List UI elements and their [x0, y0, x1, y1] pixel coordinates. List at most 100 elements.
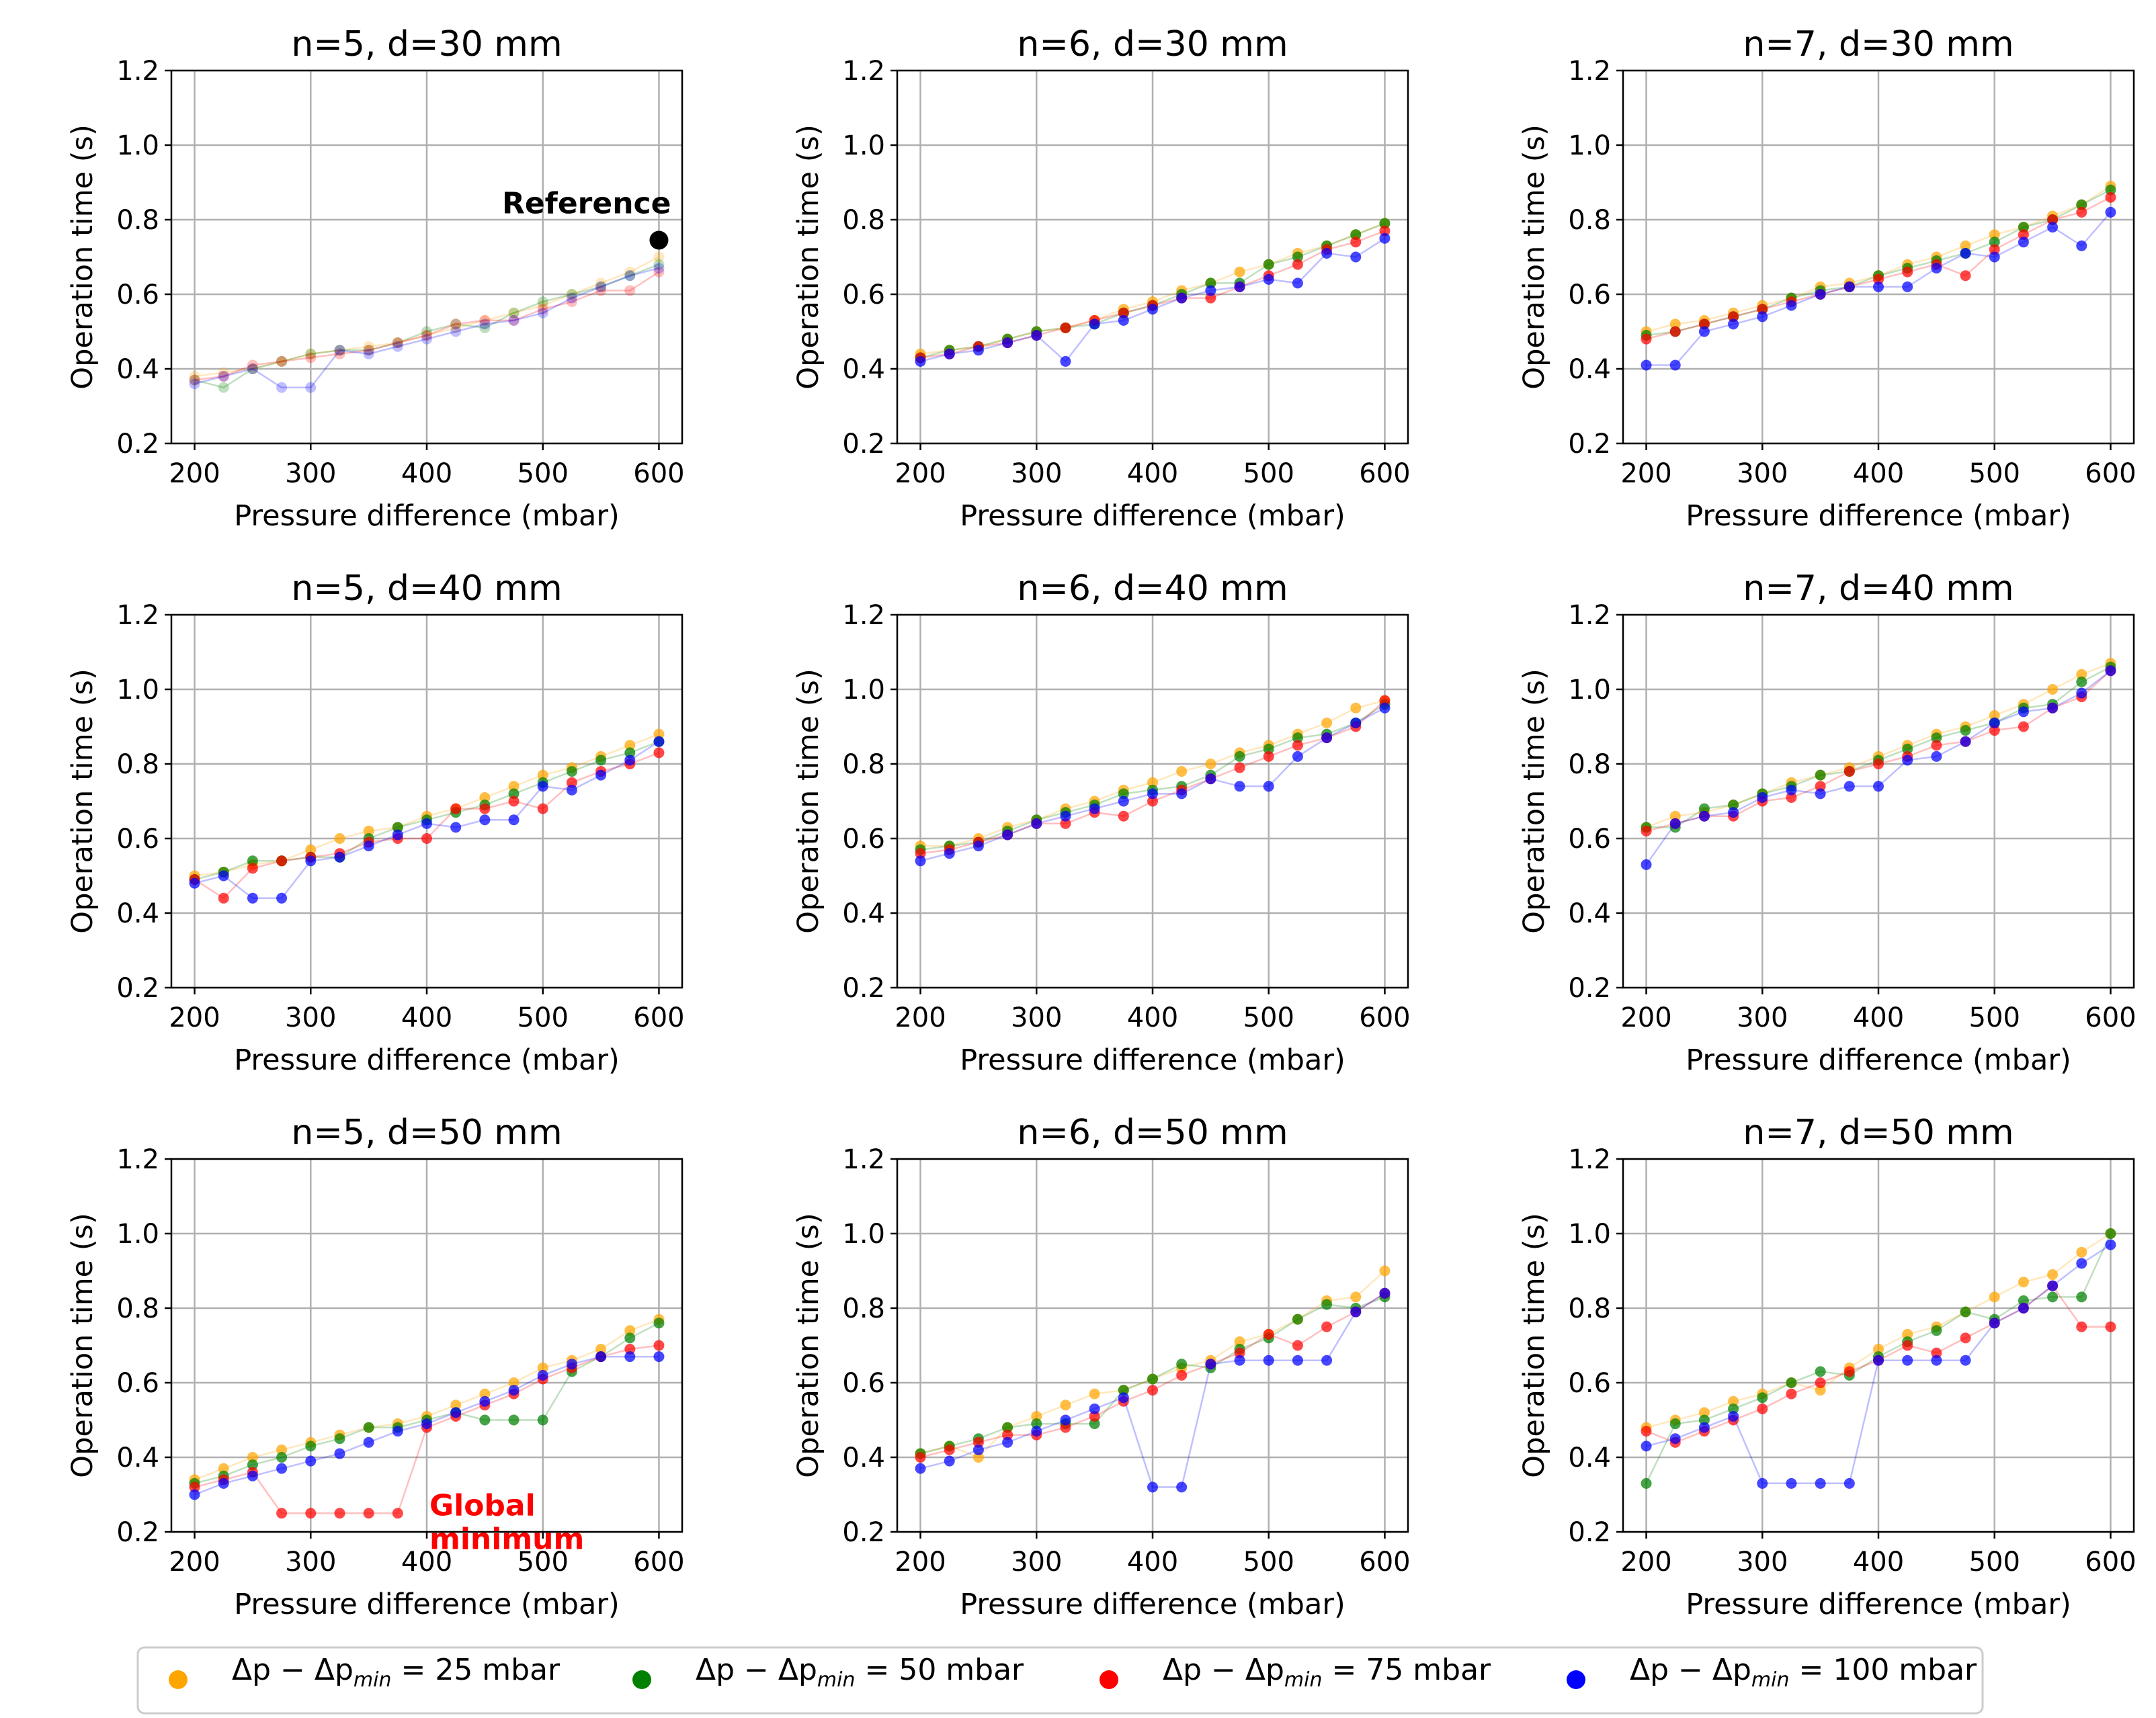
data-point: [1118, 1385, 1129, 1396]
data-point: [595, 281, 607, 292]
data-point: [189, 374, 200, 386]
data-point: [566, 296, 577, 308]
data-point: [450, 1400, 462, 1411]
data-point: [189, 1481, 200, 1493]
data-point: [2076, 1246, 2087, 1258]
data-point: [218, 870, 229, 882]
x-tick-label: 300: [285, 1002, 336, 1033]
data-point: [1379, 218, 1391, 229]
data-point: [1379, 1287, 1391, 1299]
data-point: [305, 1441, 317, 1452]
data-point: [1176, 292, 1188, 304]
data-point: [1843, 766, 1855, 777]
data-point: [1321, 1355, 1333, 1366]
legend-label-suffix: = 25 mbar: [391, 1653, 561, 1687]
data-point: [1350, 237, 1362, 248]
data-point: [363, 825, 374, 836]
y-tick-label: 1.0: [116, 675, 159, 705]
y-tick-label: 0.6: [116, 280, 159, 310]
legend-label-subscript: min: [1751, 1668, 1790, 1692]
data-point: [1060, 1422, 1071, 1433]
data-point: [972, 841, 984, 852]
y-tick-label: 0.6: [116, 824, 159, 855]
data-point: [1989, 1291, 2000, 1303]
data-point: [1118, 796, 1129, 807]
data-point: [1902, 266, 1913, 277]
data-point: [2018, 706, 2029, 718]
data-point: [537, 781, 548, 792]
x-tick-label: 200: [1620, 1002, 1671, 1033]
y-tick-label: 1.2: [842, 600, 885, 631]
data-point: [1698, 326, 1710, 337]
data-point: [1815, 1477, 1826, 1489]
y-tick-label: 0.2: [116, 1517, 159, 1548]
legend-label-prefix: Δp − Δp: [1630, 1653, 1751, 1687]
data-point: [1960, 1355, 1971, 1366]
data-point: [1931, 1325, 1942, 1336]
data-point: [1873, 273, 1884, 285]
data-point: [1728, 807, 1739, 818]
series-s100: [915, 702, 1391, 867]
data-point: [1060, 1400, 1071, 1411]
y-tick-label: 0.6: [842, 1368, 885, 1399]
data-point: [1263, 1328, 1274, 1340]
data-point: [1989, 251, 2000, 263]
series-s100: [1641, 1239, 2116, 1489]
data-point: [1786, 791, 1797, 803]
x-tick-label: 600: [2085, 1547, 2136, 1578]
data-point: [2018, 229, 2029, 241]
y-tick-label: 0.2: [1568, 1517, 1611, 1548]
data-point: [334, 1433, 345, 1445]
y-tick-label: 0.4: [116, 1443, 159, 1473]
data-point: [595, 1351, 607, 1363]
y-tick-label: 0.2: [116, 429, 159, 460]
data-point: [1843, 281, 1855, 292]
x-tick-label: 300: [1011, 458, 1062, 489]
data-point: [1786, 300, 1797, 311]
series-line: [194, 271, 660, 381]
data-point: [1698, 1407, 1710, 1418]
data-point: [1873, 281, 1884, 292]
data-point: [915, 848, 926, 859]
data-point: [450, 326, 462, 337]
x-tick-label: 500: [1243, 1002, 1294, 1033]
data-point: [1002, 1436, 1013, 1448]
data-point: [247, 863, 258, 874]
data-point: [653, 1351, 665, 1363]
data-point: [479, 1388, 491, 1400]
legend-label: Δp − Δpmin = 25 mbar: [232, 1653, 561, 1692]
data-point: [1757, 1403, 1768, 1414]
data-point: [479, 314, 491, 326]
x-tick-label: 300: [285, 458, 336, 489]
data-point: [1989, 244, 2000, 255]
data-point: [1786, 1477, 1797, 1489]
data-point: [247, 1470, 258, 1481]
data-point: [1669, 359, 1681, 371]
data-point: [1321, 247, 1333, 259]
data-point: [537, 300, 548, 311]
data-point: [305, 844, 317, 855]
data-point: [2076, 240, 2087, 251]
data-point: [1728, 800, 1739, 811]
data-point: [1234, 1355, 1245, 1366]
data-point: [915, 355, 926, 367]
data-point: [1089, 1418, 1100, 1430]
series-s100: [1641, 206, 2116, 371]
data-point: [450, 322, 462, 333]
data-point: [508, 307, 520, 318]
y-tick-label: 0.6: [1568, 824, 1611, 855]
y-tick-label: 0.8: [1568, 1293, 1611, 1324]
y-axis-label: Operation time (s): [1518, 669, 1551, 933]
data-point: [1873, 759, 1884, 769]
data-point: [334, 1448, 345, 1459]
data-point: [1989, 725, 2000, 736]
data-point: [479, 1414, 491, 1426]
x-axis-label: Pressure difference (mbar): [234, 1043, 620, 1077]
data-point: [566, 289, 577, 300]
data-point: [2018, 1303, 2029, 1314]
data-point: [1728, 1410, 1739, 1422]
subplot-title: n=5, d=30 mm: [291, 24, 562, 65]
data-point: [1002, 1429, 1013, 1441]
data-point: [363, 345, 374, 356]
data-point: [537, 803, 548, 814]
